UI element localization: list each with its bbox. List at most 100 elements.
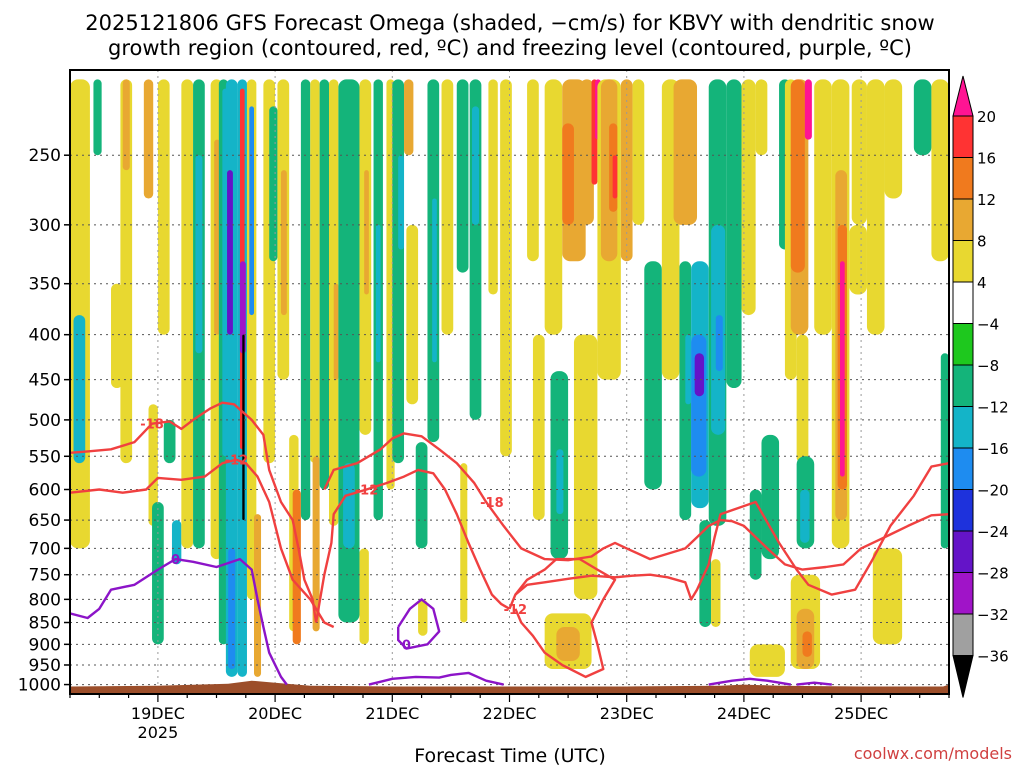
omega-cell bbox=[726, 79, 742, 389]
y-tick-label: 900 bbox=[29, 635, 61, 655]
contour-line bbox=[368, 671, 504, 686]
omega-cell bbox=[157, 79, 170, 335]
dgz-contour-label: -12 bbox=[355, 484, 379, 499]
freezing-level-purple-contours: 00 bbox=[70, 553, 832, 686]
colorbar-swatch bbox=[952, 240, 974, 283]
omega-cell bbox=[404, 79, 414, 156]
colorbar-label: 8 bbox=[977, 233, 987, 251]
colorbar-label: −36 bbox=[977, 648, 1009, 666]
contour-line bbox=[70, 458, 335, 629]
y-tick-label: 750 bbox=[29, 566, 61, 586]
omega-cell bbox=[612, 155, 618, 199]
y-tick-label: 450 bbox=[29, 371, 61, 391]
omega-cell bbox=[471, 106, 480, 225]
omega-cell bbox=[171, 520, 182, 565]
omega-cell bbox=[579, 79, 594, 225]
omega-shading bbox=[70, 79, 949, 677]
omega-cell bbox=[527, 79, 539, 262]
omega-cell bbox=[913, 79, 932, 156]
omega-cell bbox=[761, 434, 780, 560]
colorbar-bottom-arrow bbox=[952, 655, 974, 698]
omega-cell bbox=[749, 489, 762, 580]
dgz-contour-label: -18 bbox=[480, 496, 504, 511]
omega-cell bbox=[866, 79, 885, 335]
omega-cell bbox=[181, 79, 194, 549]
x-tick-label: 25DEC bbox=[834, 704, 888, 723]
omega-cell bbox=[406, 224, 419, 405]
omega-cell bbox=[456, 79, 469, 273]
dgz-red-contours: -18-12-12-18-12 bbox=[70, 401, 949, 679]
omega-cell bbox=[343, 463, 355, 549]
omega-cell bbox=[851, 79, 867, 225]
omega-cell bbox=[556, 449, 564, 515]
omega-cell bbox=[249, 106, 255, 316]
omega-cell bbox=[711, 559, 721, 627]
colorbar-swatch bbox=[952, 447, 974, 490]
omega-cell bbox=[333, 283, 339, 380]
omega-cell bbox=[755, 79, 768, 156]
y-tick-label: 500 bbox=[29, 411, 61, 431]
omega-cell bbox=[460, 463, 468, 623]
terrain-surface bbox=[70, 680, 949, 694]
colorbar-label: 4 bbox=[977, 274, 987, 292]
colorbar-swatch bbox=[952, 572, 974, 615]
x-axis-label: Forecast Time (UTC) bbox=[414, 745, 605, 767]
y-tick-label: 950 bbox=[29, 656, 61, 676]
colorbar-label: 12 bbox=[977, 191, 996, 209]
contour-line bbox=[796, 681, 832, 686]
omega-cell bbox=[940, 353, 949, 549]
colorbar-swatch bbox=[952, 157, 974, 200]
omega-cell bbox=[300, 79, 311, 521]
omega-cell bbox=[392, 79, 405, 464]
omega-cell bbox=[242, 334, 245, 521]
contour-line bbox=[70, 557, 288, 686]
contour-line bbox=[314, 468, 511, 623]
dgz-contour-label: -18 bbox=[140, 418, 164, 433]
omega-cell bbox=[310, 79, 320, 464]
omega-cell bbox=[741, 79, 756, 316]
omega-cell bbox=[364, 170, 369, 295]
contour-line bbox=[708, 677, 791, 686]
credit-text: coolwx.com/models bbox=[854, 744, 1012, 763]
contour-line bbox=[323, 432, 949, 571]
omega-cell bbox=[532, 334, 545, 521]
omega-cell bbox=[418, 599, 428, 636]
x-tick-sublabel: 2025 bbox=[138, 723, 179, 742]
omega-cell bbox=[269, 106, 278, 262]
omega-cell bbox=[70, 79, 90, 549]
omega-cell bbox=[432, 198, 437, 363]
omega-cell bbox=[644, 261, 662, 490]
omega-cell bbox=[685, 334, 692, 405]
omega-cell bbox=[790, 79, 805, 273]
contour-line bbox=[514, 557, 617, 679]
colorbar-label: −32 bbox=[977, 606, 1009, 624]
colorbar-label: −4 bbox=[977, 316, 999, 334]
omega-cell bbox=[312, 456, 320, 632]
colorbar-label: 20 bbox=[977, 108, 996, 126]
omega-cell bbox=[398, 155, 405, 250]
omega-cell bbox=[488, 79, 498, 295]
omega-cell bbox=[849, 224, 867, 295]
omega-cell bbox=[195, 155, 203, 354]
terrain-fill bbox=[70, 680, 949, 694]
plot-area: -18-12-12-18-12 00 bbox=[70, 70, 949, 694]
x-tick-label: 19DEC bbox=[131, 704, 185, 723]
omega-cell bbox=[814, 79, 832, 335]
y-tick-label: 550 bbox=[29, 447, 61, 467]
y-tick-label: 1000 bbox=[18, 676, 61, 696]
x-tick-label: 21DEC bbox=[365, 704, 419, 723]
y-tick-label: 300 bbox=[29, 216, 61, 236]
colorbar-label: 16 bbox=[977, 150, 996, 168]
omega-cell bbox=[544, 79, 563, 335]
y-tick-label: 700 bbox=[29, 539, 61, 559]
y-tick-label: 400 bbox=[29, 326, 61, 346]
contour-line bbox=[508, 462, 949, 610]
omega-cell bbox=[632, 79, 645, 225]
colorbar-label: −24 bbox=[977, 523, 1009, 541]
freezing-contour-label: 0 bbox=[402, 638, 411, 653]
colorbar-swatch bbox=[952, 530, 974, 573]
colorbar-swatch bbox=[952, 198, 974, 241]
y-tick-label: 250 bbox=[29, 146, 61, 166]
omega-cell bbox=[280, 170, 287, 316]
